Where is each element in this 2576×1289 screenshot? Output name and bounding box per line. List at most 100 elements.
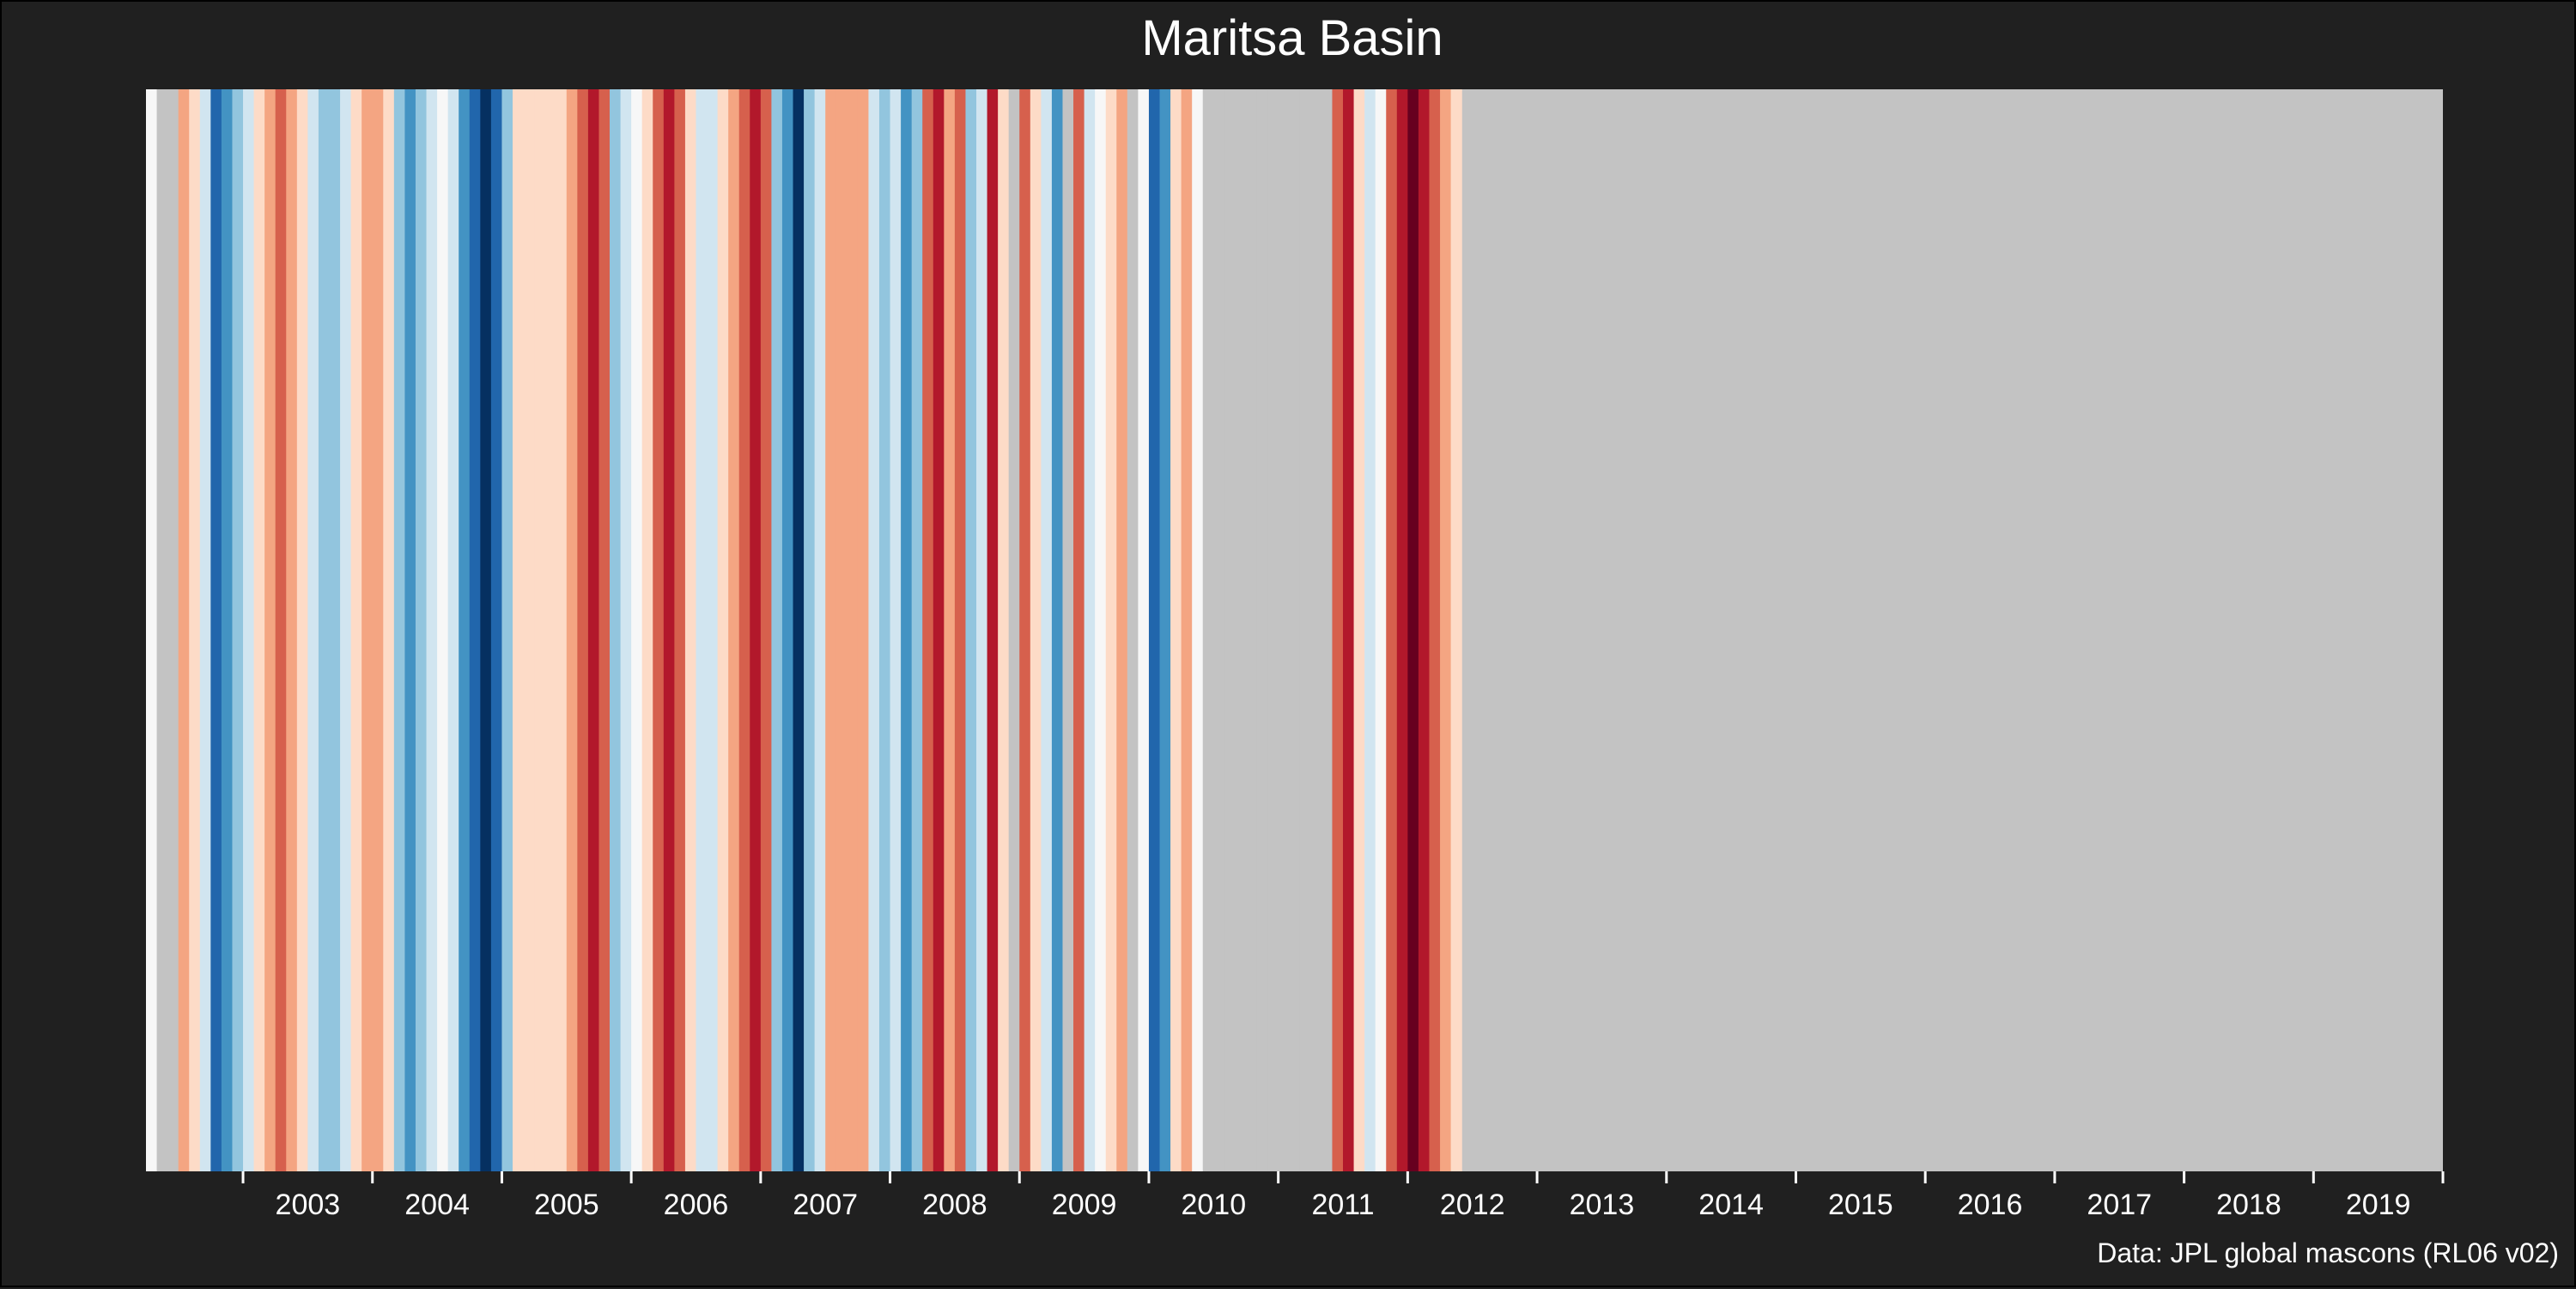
x-tick-label-2012: 2012: [1440, 1189, 1505, 1221]
stripe-2003-12: [361, 89, 374, 1171]
stripe-2004-02: [383, 89, 395, 1171]
x-tick-label-2014: 2014: [1698, 1189, 1764, 1221]
stripe-2006-05: [674, 89, 686, 1171]
stripe-2004-09: [459, 89, 471, 1171]
stripe-2008-09: [976, 89, 988, 1171]
stripe-2009-12: [1138, 89, 1150, 1171]
stripe-2006-12: [750, 89, 762, 1171]
stripe-2006-06: [684, 89, 697, 1171]
stripe-2003-05: [286, 89, 298, 1171]
stripe-2003-01: [243, 89, 255, 1171]
stripe-2010-02: [1159, 89, 1171, 1171]
stripe-2003-04: [275, 89, 287, 1171]
stripe-2005-05: [544, 89, 556, 1171]
x-tick-label-2007: 2007: [793, 1189, 858, 1221]
stripe-2011-07: [1343, 89, 1355, 1171]
x-tick-label-2005: 2005: [534, 1189, 599, 1221]
x-tick-label-2017: 2017: [2087, 1189, 2152, 1221]
stripe-2005-10: [598, 89, 611, 1171]
stripe-2012-03: [1429, 89, 1441, 1171]
stripe-2002-10: [210, 89, 222, 1171]
stripe-2012-05: [1450, 89, 1462, 1171]
stripe-2002-07: [178, 89, 190, 1171]
stripe-2008-01: [890, 89, 902, 1171]
x-axis: 2003 2004 2005 2006 2007 2008 2009 2010 2011 2012…: [241, 1171, 2445, 1221]
stripe-2007-09: [847, 89, 859, 1171]
stripe-2007-05: [804, 89, 816, 1171]
stripe-2005-03: [523, 89, 535, 1171]
x-tick-label-2018: 2018: [2216, 1189, 2281, 1221]
stripe-2003-11: [350, 89, 362, 1171]
stripe-2007-08: [835, 89, 848, 1171]
stripe-2003-06: [296, 89, 308, 1171]
stripe-2011-08: [1353, 89, 1365, 1171]
stripe-2007-03: [781, 89, 794, 1171]
stripe-2003-09: [329, 89, 341, 1171]
stripe-2010-06: [1202, 89, 1214, 1171]
x-tick-label-2009: 2009: [1052, 1189, 1117, 1221]
x-tick-label-2006: 2006: [664, 1189, 729, 1221]
stripes-layer: [146, 89, 2443, 1171]
stripe-2011-10: [1375, 89, 1387, 1171]
stripe-2009-06: [1073, 89, 1085, 1171]
stripe-2006-08: [707, 89, 719, 1171]
stripe-2009-01: [1019, 89, 1031, 1171]
stripe-2008-06: [944, 89, 956, 1171]
stripe-2006-11: [738, 89, 750, 1171]
stripe-2002-09: [199, 89, 211, 1171]
stripe-2004-01: [372, 89, 384, 1171]
stripe-2003-08: [318, 89, 331, 1171]
stripe-2006-01: [631, 89, 643, 1171]
stripe-2005-08: [577, 89, 589, 1171]
stripe-2003-10: [340, 89, 352, 1171]
stripe-2007-01: [760, 89, 773, 1171]
stripe-2008-02: [901, 89, 913, 1171]
stripe-2007-10: [857, 89, 870, 1171]
stripe-2005-04: [534, 89, 546, 1171]
stripe-2009-04: [1051, 89, 1064, 1171]
stripe-2010-11: [1256, 89, 1268, 1171]
stripe-2009-03: [1041, 89, 1053, 1171]
stripe-2009-07: [1084, 89, 1096, 1171]
stripe-2012-04: [1440, 89, 1452, 1171]
stripe-2005-11: [610, 89, 622, 1171]
stripe-2011-11: [1386, 89, 1398, 1171]
stripe-2009-05: [1062, 89, 1074, 1171]
stripe-2008-05: [933, 89, 945, 1171]
stripe-2004-11: [480, 89, 492, 1171]
stripe-2010-07: [1213, 89, 1225, 1171]
stripe-2004-12: [490, 89, 503, 1171]
stripe-2011-03: [1299, 89, 1311, 1171]
stripe-2004-10: [469, 89, 481, 1171]
x-tick-label-2015: 2015: [1828, 1189, 1893, 1221]
stripe-2006-10: [728, 89, 740, 1171]
stripe-2005-01: [501, 89, 513, 1171]
stripe-2007-12: [878, 89, 891, 1171]
stripe-2008-04: [922, 89, 934, 1171]
stripe-2009-08: [1095, 89, 1107, 1171]
stripe-2006-07: [696, 89, 708, 1171]
stripe-2010-05: [1192, 89, 1204, 1171]
stripe-2006-09: [717, 89, 729, 1171]
x-tick-label-2019: 2019: [2346, 1189, 2411, 1221]
x-tick-label-2004: 2004: [404, 1189, 470, 1221]
stripe-2011-02: [1289, 89, 1301, 1171]
stripe-2006-02: [641, 89, 653, 1171]
stripe-2007-06: [814, 89, 826, 1171]
stripe-2010-12: [1267, 89, 1279, 1171]
stripe-2006-04: [663, 89, 675, 1171]
stripe-2012-02: [1418, 89, 1431, 1171]
x-tick-label-2010: 2010: [1181, 1189, 1246, 1221]
stripe-2008-03: [911, 89, 923, 1171]
stripe-2010-08: [1224, 89, 1236, 1171]
stripe-2005-12: [620, 89, 632, 1171]
x-tick-label-2003: 2003: [276, 1189, 341, 1221]
stripe-2011-09: [1364, 89, 1376, 1171]
stripe-2003-03: [264, 89, 276, 1171]
stripe-2011-04: [1310, 89, 1322, 1171]
stripe-2007-07: [825, 89, 837, 1171]
stripe-2002-12: [232, 89, 244, 1171]
stripe-2007-04: [793, 89, 805, 1171]
